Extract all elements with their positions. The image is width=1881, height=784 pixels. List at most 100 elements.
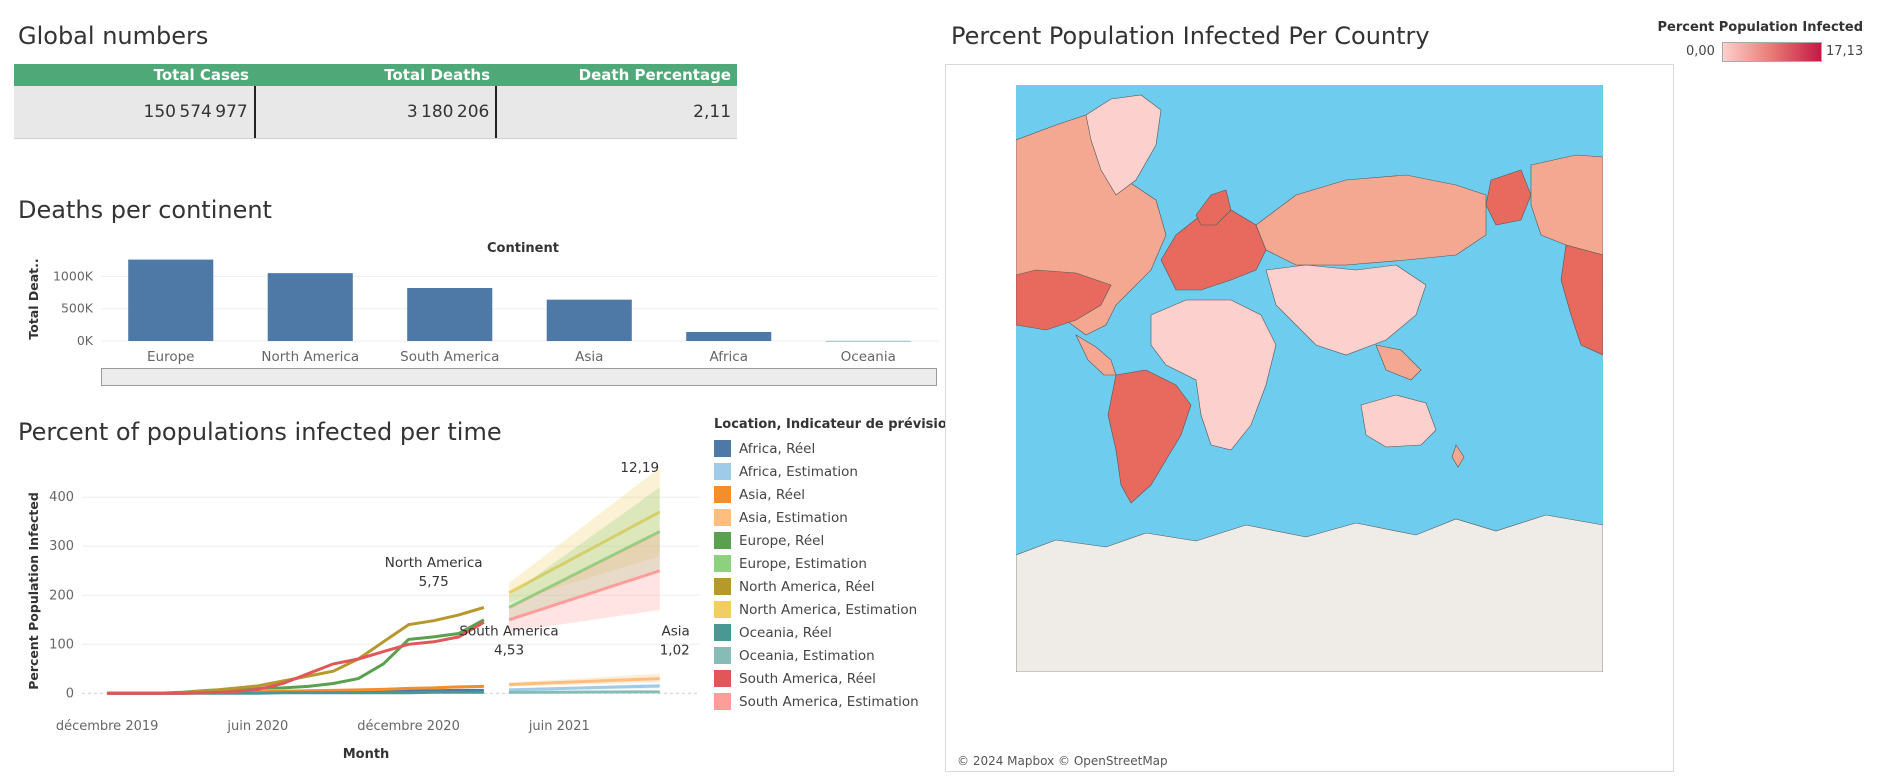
line-x-tick: juin 2020 — [226, 719, 288, 734]
legend-item[interactable]: South America, Réel — [714, 667, 964, 690]
line-x-tick: décembre 2019 — [56, 719, 159, 734]
legend-label: North America, Estimation — [739, 601, 918, 618]
horizontal-scrollbar[interactable] — [101, 368, 937, 386]
legend-item[interactable]: Oceania, Réel — [714, 621, 964, 644]
col-total-deaths[interactable]: Total Deaths — [384, 66, 490, 84]
legend-swatch — [714, 670, 731, 687]
bar-north-america[interactable] — [267, 273, 353, 341]
deaths-bar-chart: 0K 500K 1000K Total Deat.. Europe North Ameri… — [26, 258, 938, 365]
bar-europe[interactable] — [128, 259, 214, 341]
real-series-line[interactable] — [107, 618, 485, 695]
total-deaths-value[interactable]: 3 180 206 — [253, 86, 496, 138]
bar-asia[interactable] — [546, 299, 632, 341]
bar-y-tick: 500K — [61, 301, 94, 316]
new-zealand-region — [1451, 444, 1465, 468]
map-legend-min: 0,00 — [1686, 44, 1715, 59]
bar-y-tick: 0K — [77, 333, 94, 348]
death-percentage-value[interactable]: 2,11 — [495, 86, 737, 138]
canada-east-region — [1530, 154, 1603, 256]
line-y-tick: 200 — [49, 588, 74, 603]
annotation-value: 4,53 — [494, 642, 524, 658]
map-title: Percent Population Infected Per Country — [951, 22, 1430, 50]
southeast-asia-region — [1375, 344, 1422, 381]
deaths-per-continent-title: Deaths per continent — [18, 196, 272, 224]
bar-x-tick: North America — [261, 349, 359, 365]
map-legend-max: 17,13 — [1826, 44, 1864, 59]
russia-region — [1255, 174, 1487, 266]
line-y-tick: 300 — [49, 539, 74, 554]
forecast-line[interactable] — [508, 569, 661, 622]
global-numbers-header-row: Total Cases Total Deaths Death Percentag… — [14, 64, 737, 86]
legend-item[interactable]: North America, Réel — [714, 575, 964, 598]
australia-region — [1360, 394, 1437, 448]
forecast-line[interactable] — [508, 677, 660, 686]
central-america-region — [1075, 334, 1117, 376]
legend-item[interactable]: Europe, Réel — [714, 529, 964, 552]
total-cases-value[interactable]: 150 574 977 — [143, 102, 248, 122]
time-chart-legend: Location, Indicateur de prévisions Afric… — [714, 417, 964, 713]
legend-label: Africa, Estimation — [739, 463, 858, 480]
line-x-tick: décembre 2020 — [357, 719, 460, 734]
legend-label: Asia, Estimation — [739, 509, 848, 526]
legend-item[interactable]: Asia, Réel — [714, 483, 964, 506]
legend-item[interactable]: Africa, Réel — [714, 437, 964, 460]
legend-swatch — [714, 647, 731, 664]
legend-item[interactable]: Oceania, Estimation — [714, 644, 964, 667]
continent-header[interactable]: Continent — [487, 241, 559, 256]
legend-swatch — [714, 693, 731, 710]
choropleth-map[interactable] — [1016, 85, 1603, 672]
legend-item[interactable]: South America, Estimation — [714, 690, 964, 713]
annotation-value: 1,02 — [660, 642, 690, 658]
bar-x-tick: Oceania — [841, 349, 896, 365]
antarctica-region — [1016, 514, 1603, 672]
bar-x-tick: Europe — [147, 349, 194, 365]
annotation-value: 5,75 — [419, 574, 449, 590]
forecast-line[interactable] — [508, 510, 661, 595]
legend-label: North America, Réel — [739, 578, 875, 595]
forecast-line[interactable] — [509, 684, 660, 692]
map-color-ramp[interactable] — [1722, 42, 1822, 62]
legend-label: Oceania, Réel — [739, 624, 832, 641]
annotation-value: 12,19 — [620, 460, 659, 476]
bar-y-tick: 1000K — [53, 268, 94, 283]
legend-item[interactable]: North America, Estimation — [714, 598, 964, 621]
real-series-line[interactable] — [107, 620, 485, 695]
global-numbers-table: Total Cases Total Deaths Death Percentag… — [14, 64, 737, 139]
bar-x-tick: Africa — [709, 349, 748, 365]
bar-x-tick: South America — [400, 349, 499, 365]
forecast-band — [509, 487, 660, 620]
col-total-cases[interactable]: Total Cases — [153, 66, 249, 84]
infected-line-chart: 0 100 200 300 400 Percent Population Infected… — [26, 460, 700, 762]
south-america-region — [1107, 369, 1192, 504]
legend-label: South America, Estimation — [739, 693, 919, 710]
line-y-tick: 0 — [66, 686, 74, 701]
legend-item[interactable]: Asia, Estimation — [714, 506, 964, 529]
time-chart-title: Percent of populations infected per time — [18, 418, 502, 446]
forecast-line[interactable] — [508, 530, 661, 609]
line-y-axis-label: Percent Population Infected — [26, 492, 41, 690]
real-series-line[interactable] — [107, 606, 485, 695]
col-death-percentage[interactable]: Death Percentage — [578, 66, 731, 84]
legend-label: Europe, Réel — [739, 532, 825, 549]
annotation-name: South America — [459, 623, 558, 639]
forecast-band — [509, 467, 660, 603]
annotation-name: North America — [385, 555, 483, 571]
global-numbers-title: Global numbers — [18, 22, 209, 50]
legend-swatch — [714, 601, 731, 618]
legend-label: Oceania, Estimation — [739, 647, 875, 664]
bar-africa[interactable] — [686, 331, 772, 341]
legend-swatch — [714, 463, 731, 480]
legend-swatch — [714, 555, 731, 572]
legend-label: South America, Réel — [739, 670, 876, 687]
legend-label: Europe, Estimation — [739, 555, 867, 572]
world-map-panel[interactable]: © 2024 Mapbox © OpenStreetMap — [945, 64, 1674, 772]
legend-item[interactable]: Europe, Estimation — [714, 552, 964, 575]
bar-oceania[interactable] — [825, 340, 911, 342]
map-attribution[interactable]: © 2024 Mapbox © OpenStreetMap — [954, 753, 1171, 769]
line-x-axis-label: Month — [343, 747, 390, 762]
legend-item[interactable]: Africa, Estimation — [714, 460, 964, 483]
legend-swatch — [714, 624, 731, 641]
bar-south-america[interactable] — [407, 288, 493, 341]
world-map[interactable] — [1016, 85, 1603, 672]
legend-label: Africa, Réel — [739, 440, 816, 457]
